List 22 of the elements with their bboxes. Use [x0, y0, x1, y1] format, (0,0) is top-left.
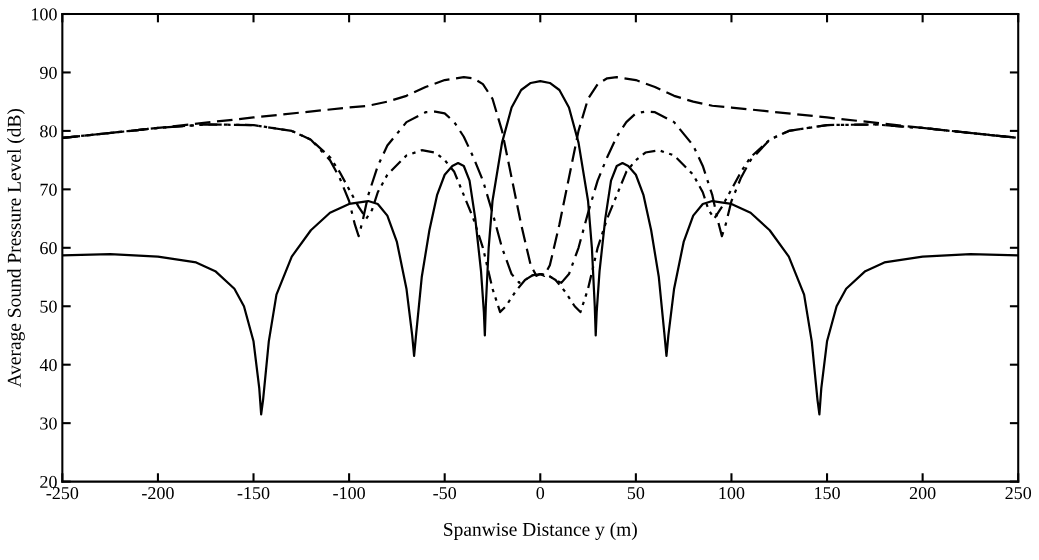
y-tick-label: 80 — [40, 125, 57, 138]
x-tick-label: -200 — [142, 486, 174, 500]
x-axis-title: Spanwise Distance y (m) — [444, 522, 637, 540]
y-tick-label: 90 — [40, 66, 57, 79]
x-tick-label: 150 — [815, 486, 840, 500]
x-tick-label: -250 — [46, 486, 79, 500]
x-tick-label: 50 — [627, 486, 645, 500]
x-tick-label: 200 — [909, 486, 936, 500]
x-tick-label: -50 — [433, 486, 457, 500]
y-axis-title: Average Sound Pressure Level (dB) — [7, 108, 25, 388]
y-tick-label: 70 — [40, 183, 57, 196]
x-tick-label: -100 — [333, 486, 365, 500]
x-tick-label: 100 — [719, 486, 745, 500]
y-tick-label: 40 — [39, 358, 57, 372]
y-tick-label: 50 — [40, 300, 57, 313]
x-tick-label: 0 — [536, 486, 545, 500]
y-tick-label: 100 — [31, 8, 57, 21]
y-tick-label: 30 — [40, 417, 57, 430]
y-tick-label: 20 — [40, 475, 57, 489]
y-tick-label: 60 — [40, 242, 57, 255]
x-tick-label: 250 — [1005, 486, 1032, 500]
x-tick-label: -150 — [237, 486, 270, 500]
